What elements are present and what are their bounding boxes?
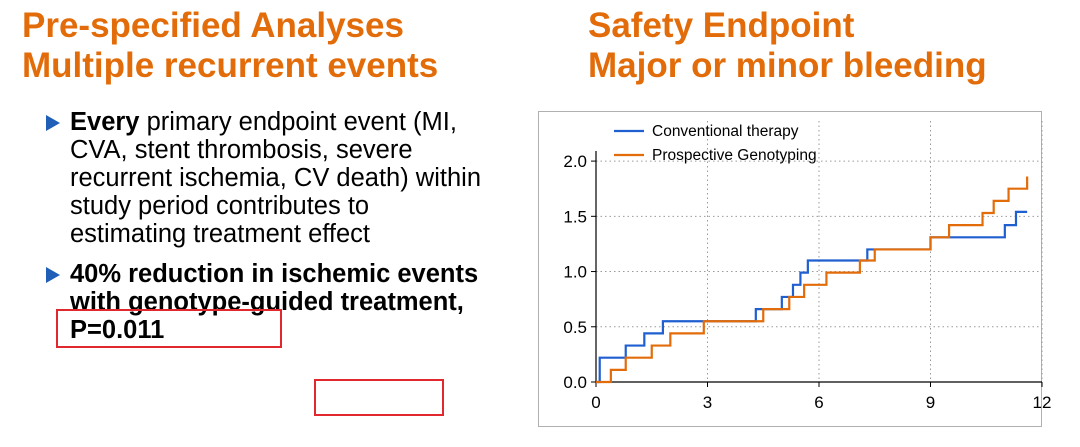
chart: 0.0 0.5 1.0 1.5 2.0 0 3 6 9 12 Conventional thera…: [538, 111, 1062, 427]
bullet-arrow-icon: [46, 267, 60, 283]
bullet-reduction: 40% reduction in ischemic events with ge…: [46, 260, 486, 344]
y-tick-label: 1.5: [563, 207, 587, 226]
bullet2-p-value: P=0.011: [70, 316, 165, 344]
bullet-every-event: Every primary endpoint event (MI, CVA, s…: [46, 108, 486, 248]
legend-label: Conventional therapy: [652, 123, 799, 140]
chart-frame: [538, 111, 1042, 427]
y-tick-label: 1.0: [563, 263, 587, 282]
right-title-line1: Safety Endpoint: [588, 6, 855, 45]
chart-grid: [596, 121, 1043, 382]
bullet2-middle-text: in ischemic events with genotype-guided …: [70, 260, 479, 316]
chart-ticks: 0.0 0.5 1.0 1.5 2.0 0 3 6 9 12: [563, 152, 1051, 412]
left-title-line1: Pre-specified Analyses: [22, 6, 404, 45]
y-tick-label: 2.0: [563, 152, 587, 171]
left-title: Pre-specified Analyses Multiple recurren…: [22, 6, 438, 86]
series-line-1: [596, 176, 1029, 384]
bullet-arrow-icon: [46, 115, 60, 131]
bullet1-bold: Every: [70, 108, 140, 136]
right-title: Safety Endpoint Major or minor bleeding: [588, 6, 987, 86]
bullet1-text: primary endpoint event (MI, CVA, stent t…: [70, 108, 482, 248]
x-tick-label: 0: [591, 393, 600, 412]
x-tick-label: 3: [703, 393, 712, 412]
chart-legend: Conventional therapy Prospective Genotypi…: [614, 123, 817, 164]
chart-svg: 0.0 0.5 1.0 1.5 2.0 0 3 6 9 12 Conventional thera…: [538, 111, 1051, 427]
bullet-list: Every primary endpoint event (MI, CVA, s…: [46, 108, 486, 344]
x-tick-label: 9: [926, 393, 935, 412]
x-tick-label: 12: [1033, 393, 1052, 412]
highlight-box-reduction: [56, 309, 282, 348]
chart-series: [596, 176, 1029, 384]
y-tick-label: 0.0: [563, 373, 587, 392]
highlight-box-p-value: [314, 379, 444, 416]
x-tick-label: 6: [814, 393, 823, 412]
legend-label: Prospective Genotyping: [652, 147, 817, 164]
bullet2-reduction-text: 40% reduction: [70, 260, 245, 288]
right-title-line2: Major or minor bleeding: [588, 46, 987, 85]
y-tick-label: 0.5: [563, 318, 587, 337]
left-title-line2: Multiple recurrent events: [22, 46, 439, 85]
